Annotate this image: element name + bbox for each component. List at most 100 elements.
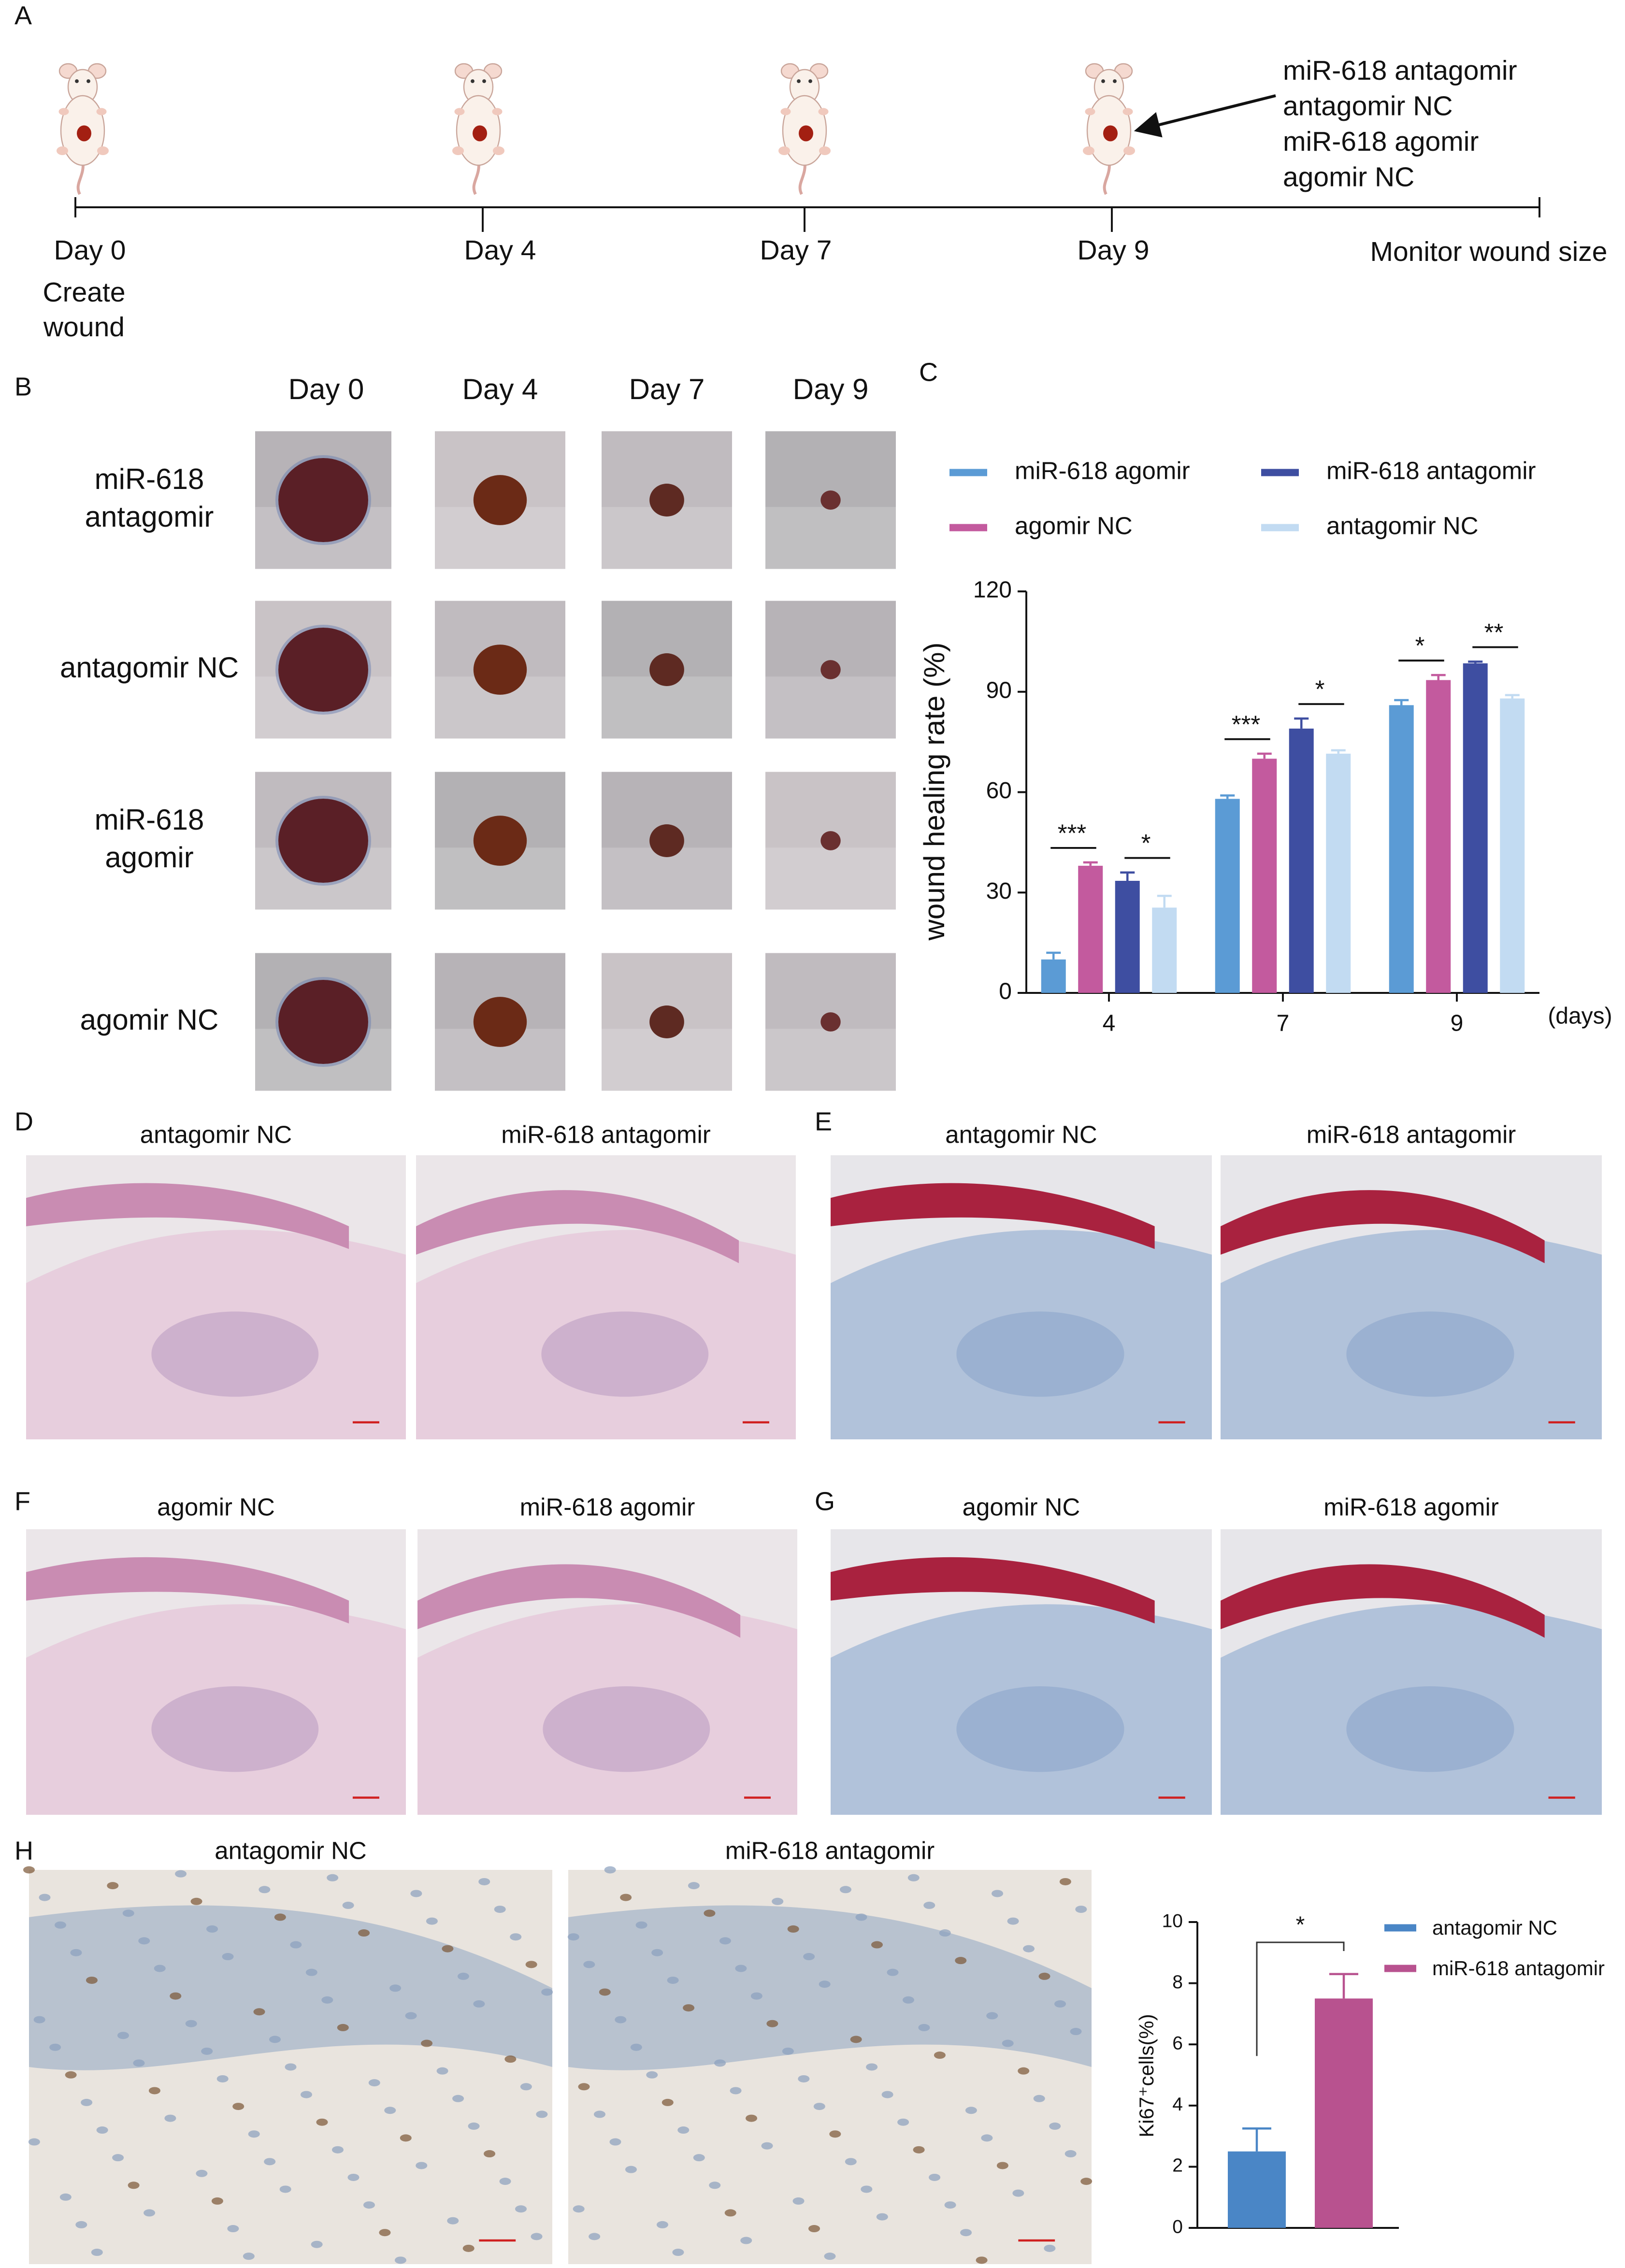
nucleus [112, 2154, 124, 2162]
mouse-icon [452, 64, 504, 194]
error-bar [1046, 951, 1061, 960]
nucleus [986, 2012, 998, 2020]
nucleus [478, 1878, 490, 1885]
nucleus [232, 2103, 244, 2110]
wound [649, 653, 684, 686]
nucleus [384, 2107, 396, 2114]
image-title: antagomir NC [140, 1120, 292, 1148]
column-header: Day 4 [462, 373, 538, 405]
bar [1227, 2151, 1286, 2228]
nucleus [803, 1953, 815, 1961]
nucleus [792, 2197, 805, 2205]
nucleus [871, 1941, 883, 1949]
nucleus [635, 1921, 647, 1929]
wound [649, 484, 684, 517]
bar [1463, 663, 1488, 993]
nucleus [593, 2110, 605, 2118]
tissue-mass [1346, 1311, 1514, 1397]
legend-label: antagomir NC [1432, 1916, 1557, 1939]
error-bar [1220, 794, 1235, 799]
nucleus [368, 2079, 380, 2087]
nucleus [996, 2162, 1008, 2169]
nucleus [347, 2173, 360, 2181]
nucleus [416, 2162, 428, 2169]
epidermis [416, 1190, 739, 1263]
y-tick-label: 60 [986, 778, 1012, 804]
y-tick-label: 30 [986, 878, 1012, 904]
y-tick-label: 90 [986, 677, 1012, 703]
nucleus [923, 1901, 935, 1909]
nucleus [939, 1929, 951, 1937]
nucleus [1012, 2189, 1024, 2197]
nucleus [70, 1949, 82, 1956]
nucleus [154, 1965, 166, 1972]
panel-label: C [919, 358, 938, 387]
image-title: miR-618 antagomir [501, 1120, 711, 1148]
nucleus [766, 2020, 778, 2027]
panel-label: H [14, 1836, 33, 1865]
nucleus [897, 2118, 909, 2126]
nucleus [960, 2229, 972, 2237]
nucleus [724, 2209, 736, 2217]
nucleus [394, 2256, 406, 2264]
x-tick-label: 7 [1277, 1011, 1290, 1036]
nucleus [730, 2087, 742, 2095]
legend-label: miR-618 antagomir [1432, 1957, 1605, 1980]
nucleus [494, 1906, 506, 1913]
nucleus [683, 2004, 695, 2012]
column-header: Day 0 [288, 373, 364, 405]
wound [820, 660, 841, 679]
bar [1078, 865, 1103, 993]
end-label: Monitor wound size [1370, 236, 1608, 267]
nucleus [866, 2063, 878, 2071]
nucleus [536, 2110, 548, 2118]
nucleus [876, 2213, 888, 2221]
nucleus [170, 1992, 182, 2000]
dermis [1220, 1604, 1602, 1815]
nucleus [934, 2052, 946, 2059]
nucleus [436, 2067, 448, 2075]
y-tick-label: 0 [999, 979, 1012, 1005]
nucleus [845, 2158, 857, 2166]
legend-swatch [1384, 1924, 1416, 1932]
bar [1314, 1998, 1373, 2228]
wound-rim [275, 976, 372, 1067]
nucleus [248, 2130, 260, 2138]
nucleus [1059, 1878, 1071, 1885]
nucleus [462, 2244, 475, 2252]
row-label: antagomir NC [60, 651, 239, 684]
nucleus [981, 2134, 993, 2142]
nucleus [525, 1961, 537, 1968]
nucleus [300, 2091, 312, 2098]
epidermis [830, 1183, 1155, 1249]
nucleus [175, 1870, 187, 1878]
wound [278, 798, 369, 883]
nucleus [457, 1972, 469, 1980]
nucleus [1044, 2244, 1056, 2252]
column-header: Day 7 [629, 373, 705, 405]
nucleus [269, 2036, 281, 2043]
nucleus [965, 2107, 977, 2114]
nucleus [196, 2169, 208, 2177]
nucleus [452, 2095, 464, 2102]
photo-shade [765, 676, 896, 739]
nucleus [609, 2138, 621, 2146]
legend-swatch [1384, 1965, 1416, 1972]
nucleus [243, 2253, 255, 2260]
y-axis-label: Ki67⁺cells(%) [1135, 2014, 1158, 2137]
dermis [1220, 1230, 1602, 1439]
nucleus [86, 1976, 98, 1984]
nucleus [33, 2016, 45, 2024]
nucleus [1064, 2150, 1077, 2158]
nucleus [693, 2154, 705, 2162]
nucleus [81, 2098, 93, 2106]
day-label: Day 4 [464, 235, 536, 266]
panel-label: G [815, 1487, 835, 1516]
row-label: agomir [105, 841, 193, 874]
y-tick-label: 6 [1172, 2033, 1183, 2053]
nucleus [264, 2158, 276, 2166]
nucleus [185, 2020, 197, 2027]
nucleus [583, 1961, 595, 1968]
